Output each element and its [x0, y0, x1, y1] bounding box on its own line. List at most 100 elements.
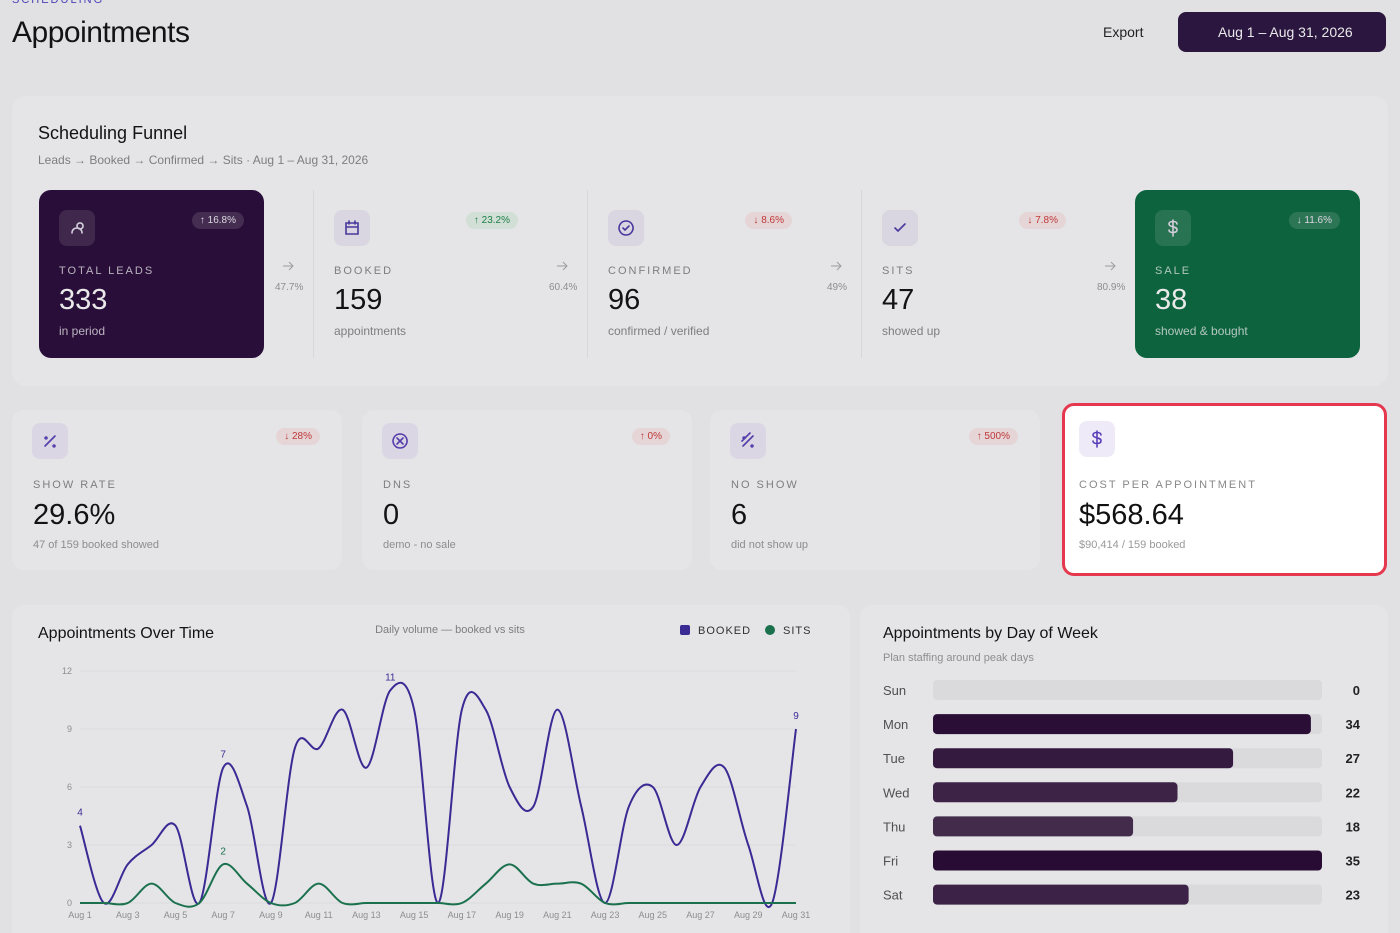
stage-value: 159 — [334, 284, 383, 316]
conversion-rate: 47.7% — [275, 282, 304, 293]
arrow — [283, 261, 294, 271]
stage-icon — [59, 210, 95, 246]
icon-glyph — [894, 223, 906, 233]
stage-note: showed & bought — [1155, 324, 1248, 338]
x-tick-label: Aug 17 — [448, 910, 477, 920]
icon-glyph — [741, 432, 754, 448]
y-tick-label: 6 — [67, 782, 72, 792]
stage-value: 96 — [608, 284, 641, 316]
arrow — [831, 261, 842, 271]
x-tick-label: Aug 1 — [68, 910, 92, 920]
x-tick-label: Aug 29 — [734, 910, 763, 920]
metric-value: 29.6% — [33, 499, 116, 531]
stage-icon — [1155, 210, 1191, 246]
stage-note: in period — [59, 324, 106, 338]
x-tick-label: Aug 5 — [164, 910, 188, 920]
y-tick-label: Sat — [883, 888, 903, 903]
chart-title: Appointments by Day of Week — [883, 625, 1099, 642]
x-tick-label: Aug 27 — [686, 910, 715, 920]
metric-label: NO SHOW — [731, 479, 799, 491]
bar — [933, 782, 1178, 803]
funnel-stage: ↑ 16.8% TOTAL LEADS 333 in period — [39, 190, 264, 358]
stage-label: SITS — [882, 265, 915, 277]
conversion-rate: 60.4% — [549, 282, 578, 293]
conversion-rate: 49% — [826, 282, 847, 293]
icon-glyph — [618, 220, 634, 236]
metric-change: ↑ 0% — [631, 428, 670, 445]
metric-change: ↑ 500% — [968, 428, 1018, 445]
series-line — [80, 862, 796, 908]
stage-value: 47 — [882, 284, 915, 316]
y-tick-label: 0 — [67, 898, 72, 908]
metric-value: 6 — [731, 499, 748, 531]
icon-glyph — [1168, 219, 1178, 237]
stage-note: showed up — [882, 324, 941, 338]
chart-subtitle: Daily volume — booked vs sits — [375, 624, 525, 636]
stage-note: appointments — [334, 324, 407, 338]
icon-glyph — [1092, 430, 1102, 448]
point-label: 11 — [385, 672, 396, 683]
metric-value: $568.64 — [1079, 499, 1184, 531]
metric-icon — [730, 423, 766, 459]
metric-icon — [1079, 421, 1115, 457]
icon-glyph — [392, 433, 408, 449]
x-tick-label: Aug 9 — [259, 910, 283, 920]
export-label: Export — [1103, 24, 1144, 40]
stage-label: SALE — [1155, 265, 1192, 277]
metric-icon — [32, 423, 68, 459]
funnel-stage: ↓ 11.6% SALE 38 showed & bought — [1135, 190, 1360, 358]
metric-label: SHOW RATE — [33, 479, 117, 491]
bar — [933, 816, 1134, 837]
x-tick-label: Aug 19 — [495, 910, 524, 920]
x-tick-label: Aug 25 — [639, 910, 668, 920]
metric-card: ↑ 0% DNS 0 demo - no sale — [362, 410, 692, 570]
legend-label: BOOKED — [698, 625, 751, 637]
stage-value: 333 — [59, 284, 108, 316]
stage-change: ↑ 23.2% — [465, 212, 518, 229]
bar-chart-card — [860, 605, 1388, 933]
stage-label: BOOKED — [334, 265, 394, 277]
date-button[interactable]: Aug 1 – Aug 31, 2026 — [1178, 12, 1386, 52]
bar — [933, 748, 1234, 769]
line-chart-card — [12, 605, 850, 933]
metric-note: 47 of 159 booked showed — [33, 539, 159, 551]
y-tick-label: Sun — [883, 683, 906, 698]
metric-note: $90,414 / 159 booked — [1079, 539, 1186, 551]
bar-value-label: 18 — [1346, 819, 1360, 834]
x-tick-label: Aug 7 — [211, 910, 235, 920]
point-label: 9 — [793, 711, 799, 722]
stage-change: ↑ 16.8% — [191, 212, 244, 229]
metric-change: ↓ 28% — [276, 428, 320, 445]
x-tick-label: Aug 21 — [543, 910, 572, 920]
arrow — [557, 261, 568, 271]
export-button[interactable]: Export — [1065, 12, 1160, 52]
icon-glyph — [44, 435, 56, 448]
metric-card: ↑ 500% NO SHOW 6 did not show up — [710, 410, 1040, 570]
funnel-subtitle: Leads → Booked → Confirmed → Sits · Aug … — [38, 153, 369, 167]
y-tick-label: Thu — [883, 819, 905, 834]
stage-icon — [608, 210, 644, 246]
funnel-title: Scheduling Funnel — [38, 123, 188, 143]
metric-note: did not show up — [731, 539, 809, 551]
stage-icon — [882, 210, 918, 246]
metric-card: ↓ 28% SHOW RATE 29.6% 47 of 159 booked show… — [12, 410, 342, 570]
metric-label: DNS — [383, 479, 413, 491]
stage-change: ↓ 11.6% — [1288, 212, 1340, 229]
x-tick-label: Aug 23 — [591, 910, 620, 920]
x-tick-label: Aug 31 — [782, 910, 811, 920]
x-tick-label: Aug 13 — [352, 910, 381, 920]
icon-glyph — [71, 222, 84, 234]
conversion-rate: 80.9% — [1097, 282, 1126, 293]
y-tick-label: 9 — [67, 724, 72, 734]
x-tick-label: Aug 3 — [116, 910, 140, 920]
legend-label: SITS — [783, 625, 811, 637]
stage-change: ↓ 8.6% — [745, 212, 792, 229]
stage-note: confirmed / verified — [608, 324, 710, 338]
point-label: 7 — [220, 750, 226, 761]
arrow — [1105, 261, 1116, 271]
metric-icon — [382, 423, 418, 459]
y-tick-label: Wed — [883, 785, 910, 800]
x-tick-label: Aug 15 — [400, 910, 429, 920]
x-tick-label: Aug 11 — [305, 910, 333, 920]
